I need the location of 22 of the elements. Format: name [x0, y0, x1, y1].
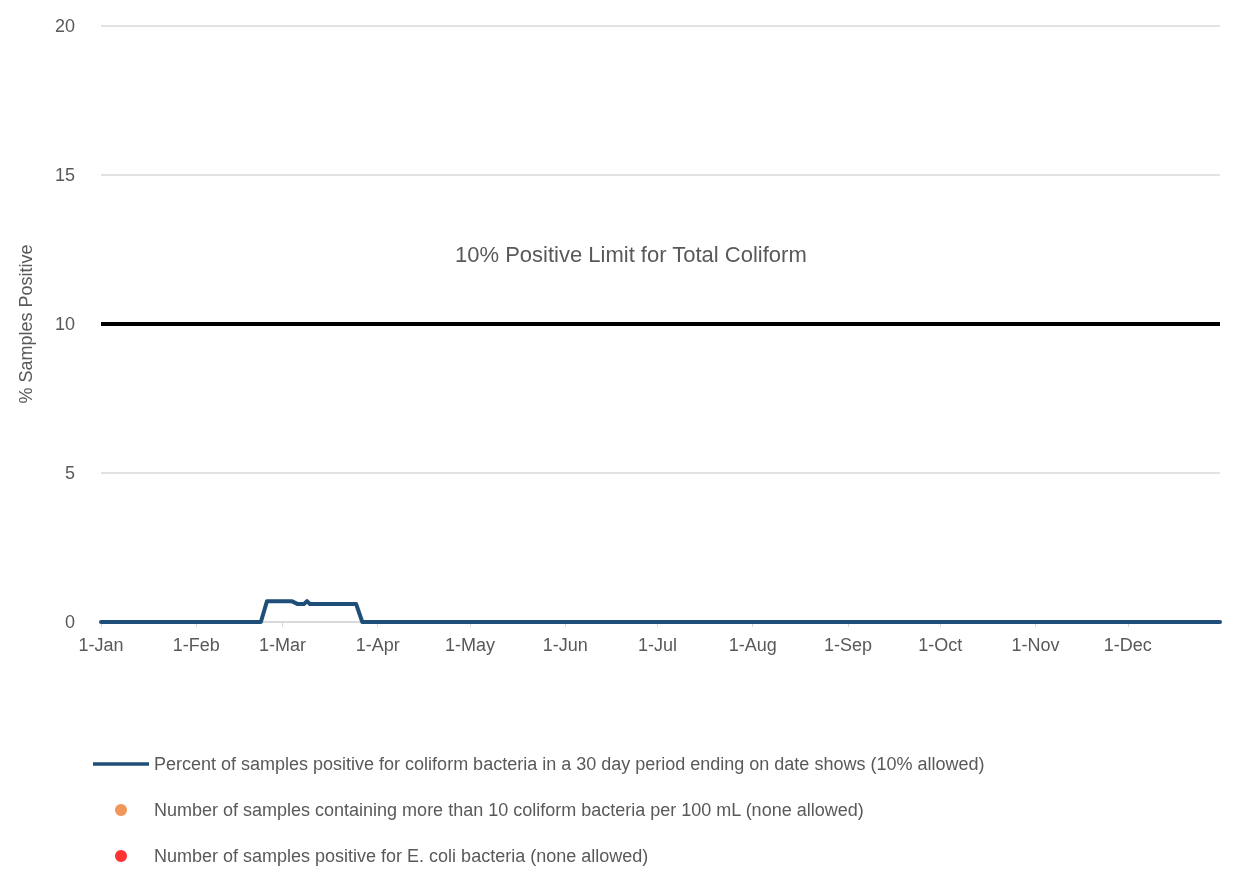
x-tick-label: 1-Jul [637, 635, 677, 655]
legend-label: Number of samples containing more than 10 coliform bacteria per 100 mL (none allowed) [154, 800, 864, 820]
x-tick-label: 1-Nov [1011, 635, 1060, 655]
x-tick-label: 1-Feb [172, 635, 220, 655]
x-tick-label: 1-Dec [1103, 635, 1152, 655]
x-tick-label: 1-Jan [78, 635, 124, 655]
y-tick-label: 5 [64, 463, 75, 483]
x-tick-label: 1-Sep [824, 635, 873, 655]
y-tick-label: 15 [54, 165, 75, 185]
y-tick-label: 0 [64, 612, 75, 632]
y-axis-title: % Samples Positive [16, 244, 36, 404]
y-tick-label: 10 [54, 314, 75, 334]
x-tick-label: 1-May [444, 635, 495, 655]
x-tick-label: 1-Apr [355, 635, 400, 655]
x-tick-label: 1-Oct [918, 635, 963, 655]
x-tick-label: 1-Mar [258, 635, 306, 655]
x-tick-label: 1-Aug [728, 635, 777, 655]
x-tick-label: 1-Jun [542, 635, 588, 655]
legend-label: Percent of samples positive for coliform bacteria in a 30 day period ending on date shows (10% allowed) [154, 754, 985, 774]
y-tick-label: 20 [54, 16, 75, 36]
legend-label: Number of samples positive for E. coli bacteria (none allowed) [154, 846, 649, 866]
annotation: 10% Positive Limit for Total Coliform [455, 241, 807, 267]
